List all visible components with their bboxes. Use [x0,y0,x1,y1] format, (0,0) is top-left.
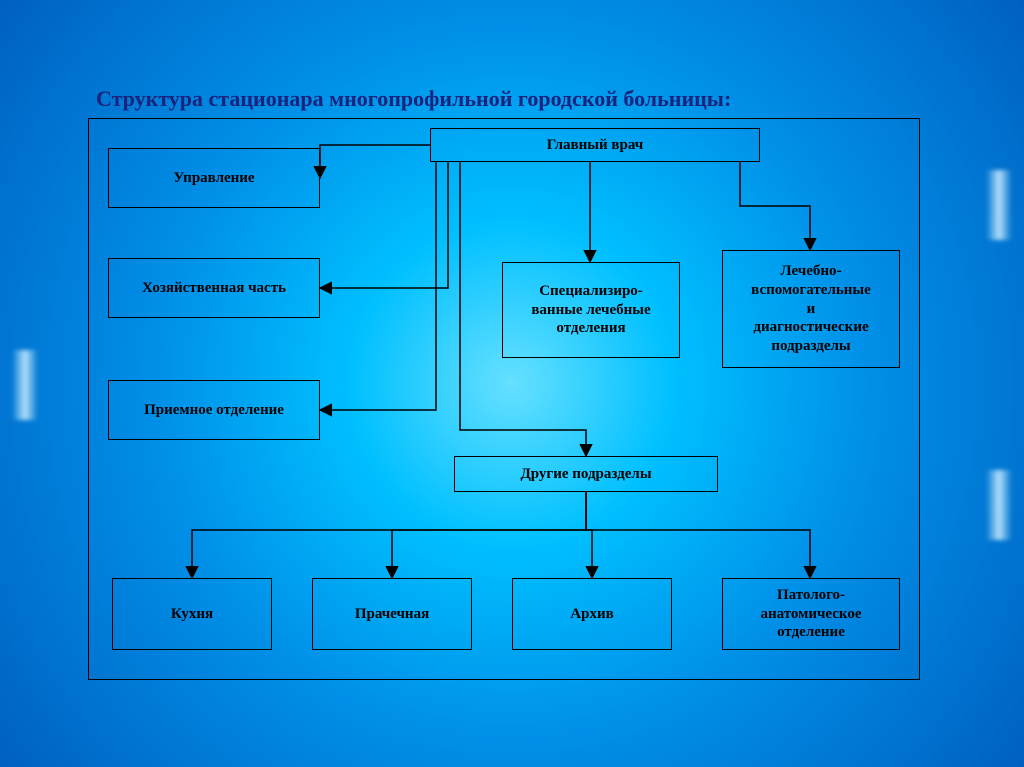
node-household: Хозяйственная часть [108,258,320,318]
node-label: Другие подразделы [520,465,651,484]
node-label: Специализиро- ванные лечебные отделения [531,282,650,338]
node-label: Лечебно- вспомогательные и диагностическ… [751,262,871,356]
diagram-title: Структура стационара многопрофильной гор… [96,86,731,112]
node-label: Главный врач [547,136,643,155]
node-management: Управление [108,148,320,208]
node-label: Прачечная [355,605,429,624]
node-label: Кухня [171,605,213,624]
decor-glow-0 [986,170,1012,240]
decor-glow-1 [12,350,38,420]
decor-glow-2 [986,470,1012,540]
diagram-stage: Структура стационара многопрофильной гор… [0,0,1024,767]
node-pathology: Патолого- анатомическое отделение [722,578,900,650]
node-reception: Приемное отделение [108,380,320,440]
node-chief-doctor: Главный врач [430,128,760,162]
node-other-subunits: Другие подразделы [454,456,718,492]
node-label: Приемное отделение [144,401,284,420]
node-archive: Архив [512,578,672,650]
node-label: Управление [173,169,254,188]
node-label: Патолого- анатомическое отделение [760,586,861,642]
node-laundry: Прачечная [312,578,472,650]
node-specialized-departments: Специализиро- ванные лечебные отделения [502,262,680,358]
node-label: Архив [570,605,613,624]
node-kitchen: Кухня [112,578,272,650]
node-label: Хозяйственная часть [142,279,286,298]
node-diagnostic-subunits: Лечебно- вспомогательные и диагностическ… [722,250,900,368]
